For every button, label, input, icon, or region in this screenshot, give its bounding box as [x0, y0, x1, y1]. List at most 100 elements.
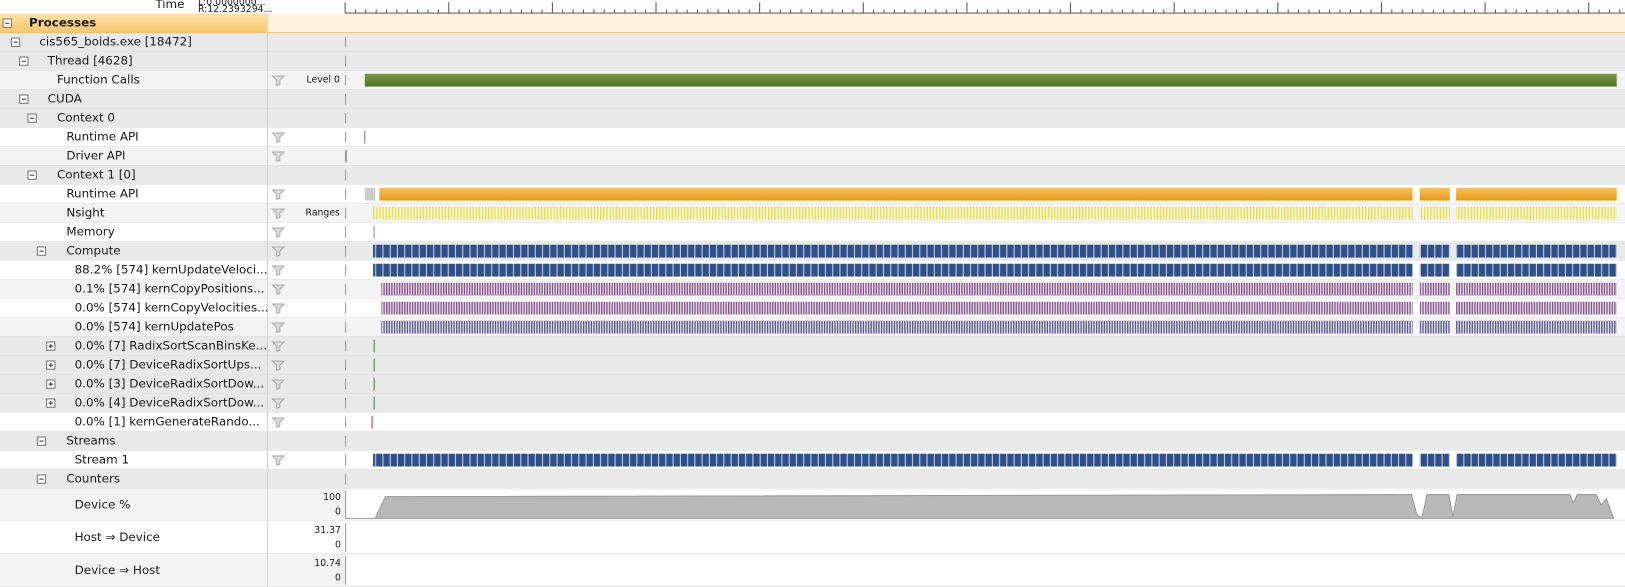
- row-bg: [0, 222, 1625, 242]
- track-bar: [1419, 320, 1450, 334]
- row-bg: [0, 393, 1625, 413]
- filter-icon[interactable]: [271, 360, 286, 372]
- counter-plot: [345, 556, 1625, 585]
- filter-icon[interactable]: [271, 265, 286, 277]
- track-bar: [1456, 263, 1617, 277]
- filter-icon[interactable]: [271, 455, 286, 466]
- filter-icon[interactable]: [271, 417, 286, 429]
- track-bar: [373, 263, 1413, 277]
- row-label: 0.0% [4] DeviceRadixSortDow...: [75, 396, 264, 410]
- track-bar: [1419, 244, 1450, 258]
- ruler-label: Time: [154, 0, 184, 11]
- filter-icon[interactable]: [271, 341, 286, 353]
- row-bg: [0, 469, 1625, 489]
- row-bg: [0, 146, 1625, 166]
- track-bar: [1419, 206, 1450, 220]
- filter-icon[interactable]: [271, 132, 286, 144]
- counter-label: Device ⇒ Host: [75, 563, 161, 577]
- row-label: Nsight: [66, 206, 105, 220]
- track-bar: [1419, 187, 1450, 201]
- track-bar: [373, 453, 1413, 467]
- filter-icon[interactable]: [271, 227, 286, 239]
- filter-icon[interactable]: [271, 189, 286, 201]
- track-bar: [373, 244, 1413, 258]
- row-label: Function Calls: [57, 73, 140, 87]
- track-bar: [381, 301, 1413, 315]
- track-bar: [1419, 301, 1450, 315]
- counter-area: [345, 494, 1615, 520]
- track-bar: [1456, 301, 1617, 315]
- counter-max: 100: [323, 492, 341, 503]
- row-bg: [0, 51, 1625, 71]
- ruler-bg: [0, 0, 1625, 14]
- track-bar: [364, 73, 1617, 87]
- row-label: Driver API: [66, 149, 125, 163]
- row-label: Context 0: [57, 111, 115, 125]
- filter-icon[interactable]: [271, 398, 286, 410]
- row-label: 0.0% [1] kernGenerateRando...: [75, 415, 260, 429]
- ruler-right: R:12.2393294...: [198, 4, 273, 15]
- counter-plot: [345, 523, 1625, 552]
- track-bar: [381, 320, 1413, 334]
- filter-icon[interactable]: [271, 208, 286, 220]
- row-label: 0.0% [7] DeviceRadixSortUps...: [75, 358, 262, 372]
- row-bg: [0, 431, 1625, 451]
- row-bg: [0, 32, 1625, 52]
- track-bar: [364, 187, 376, 201]
- row-bg: [0, 108, 1625, 128]
- track-bar: [373, 206, 1413, 220]
- row-label: Counters: [66, 472, 120, 486]
- row-label: cis565_boids.exe [18472]: [39, 35, 192, 49]
- filter-icon[interactable]: [271, 284, 286, 296]
- track-bar: [381, 282, 1413, 296]
- filter-icon[interactable]: [271, 379, 286, 391]
- counter-label: Host ⇒ Device: [75, 530, 160, 544]
- row-label: 0.1% [574] kernCopyPositions...: [75, 282, 265, 296]
- track-bar: [1456, 453, 1617, 467]
- track-bar: [379, 187, 1413, 201]
- track-bar: [1456, 244, 1617, 258]
- track-bar: [1456, 282, 1617, 296]
- row-sublabel: Ranges: [306, 208, 341, 219]
- row-sublabel: Level 0: [306, 75, 340, 86]
- row-bg: [0, 336, 1625, 356]
- row-label: Memory: [66, 225, 114, 239]
- filter-icon[interactable]: [271, 303, 286, 315]
- counter-min: 0: [335, 572, 341, 583]
- track-bar: [1419, 263, 1450, 277]
- row-bg: [267, 13, 1625, 33]
- row-label: 0.0% [7] RadixSortScanBinsKe...: [75, 339, 267, 353]
- filter-icon[interactable]: [271, 322, 286, 334]
- row-label: CUDA: [48, 92, 83, 106]
- track-bar: [1419, 453, 1450, 467]
- row-label: Streams: [66, 434, 115, 448]
- track-bar: [1456, 206, 1617, 220]
- row-label: 88.2% [574] kernUpdateVeloci...: [75, 263, 268, 277]
- row-label: Processes: [29, 16, 96, 30]
- filter-icon[interactable]: [271, 75, 286, 87]
- row-bg: [0, 165, 1625, 185]
- filter-icon[interactable]: [271, 246, 286, 258]
- counter-max: 31.37: [314, 525, 341, 536]
- track-bar: [1456, 320, 1617, 334]
- counter-label: Device %: [75, 497, 131, 511]
- row-bg: [0, 355, 1625, 375]
- row-label: Compute: [66, 244, 120, 258]
- row-bg: [0, 412, 1625, 432]
- row-label: Runtime API: [66, 130, 138, 144]
- row-label: 0.0% [574] kernCopyVelocities...: [75, 301, 269, 315]
- row-label: Runtime API: [66, 187, 138, 201]
- track-bar: [1419, 282, 1450, 296]
- row-label: 0.0% [3] DeviceRadixSortDow...: [75, 377, 264, 391]
- counter-min: 0: [335, 507, 341, 518]
- row-label: Thread [4628]: [47, 54, 133, 68]
- counter-min: 0: [335, 540, 341, 551]
- track-bar: [1456, 187, 1617, 201]
- filter-icon[interactable]: [271, 151, 286, 163]
- row-label: 0.0% [574] kernUpdatePos: [75, 320, 234, 334]
- row-bg: [0, 374, 1625, 394]
- row-label: Context 1 [0]: [57, 168, 136, 182]
- row-label: Stream 1: [75, 453, 129, 467]
- counter-max: 10.74: [314, 558, 341, 569]
